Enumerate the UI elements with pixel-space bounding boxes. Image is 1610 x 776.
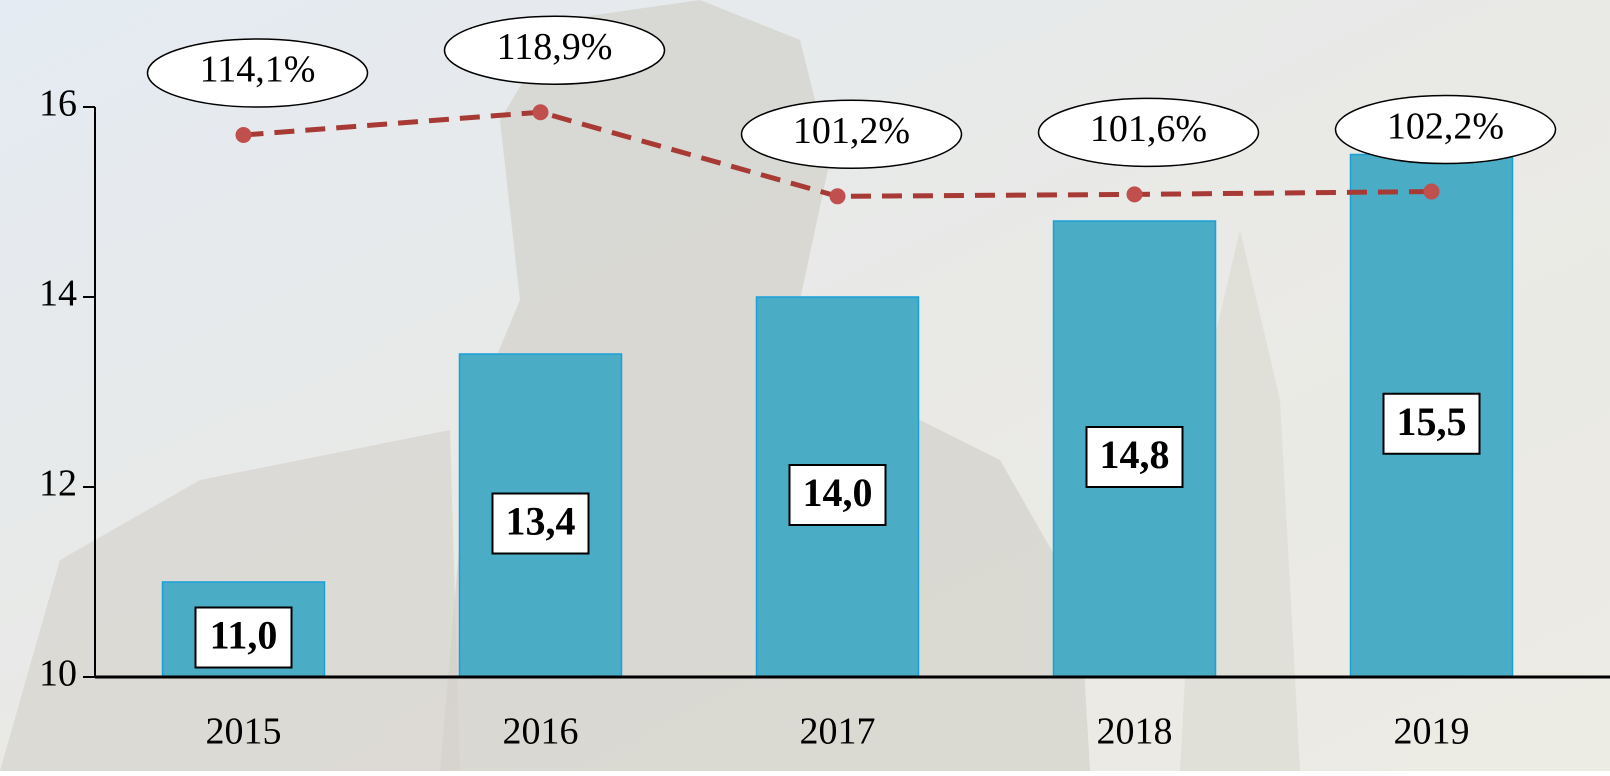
line-point xyxy=(829,188,846,205)
y-tick-label: 16 xyxy=(39,83,77,125)
line-label-bubble xyxy=(443,15,666,85)
line-label-bubble xyxy=(1037,97,1260,168)
bar-label: 13,4 xyxy=(506,499,576,544)
line-point xyxy=(1126,186,1143,203)
x-tick-label: 2015 xyxy=(206,711,282,753)
x-tick-label: 2019 xyxy=(1394,711,1470,753)
line-label-bubble xyxy=(146,38,369,108)
bar-label: 11,0 xyxy=(210,613,278,658)
bar-label-box xyxy=(1085,426,1184,488)
line-label: 114,1% xyxy=(200,49,316,91)
line-label-bubble xyxy=(1334,94,1557,165)
line-label: 101,2% xyxy=(793,110,910,152)
y-tick-label: 10 xyxy=(39,653,77,695)
bar-label: 15,5 xyxy=(1397,399,1467,444)
x-tick-label: 2017 xyxy=(800,711,876,753)
bar-label-box xyxy=(1382,392,1481,455)
bar-label-box xyxy=(194,606,293,669)
bar-label-box xyxy=(788,464,887,526)
line-label: 102,2% xyxy=(1387,105,1504,147)
x-tick-label: 2016 xyxy=(503,711,579,753)
line-point xyxy=(1423,183,1440,200)
line-label: 101,6% xyxy=(1090,108,1207,150)
line-label: 118,9% xyxy=(497,26,613,68)
y-tick-label: 12 xyxy=(39,463,77,505)
bar-label: 14,8 xyxy=(1100,432,1170,477)
line-point xyxy=(235,127,252,144)
x-tick-label: 2018 xyxy=(1097,711,1173,753)
line-point xyxy=(532,104,549,121)
bar-label-box xyxy=(491,492,590,555)
bar-label: 14,0 xyxy=(803,470,873,515)
y-tick-label: 14 xyxy=(39,273,77,315)
line-label-bubble xyxy=(740,99,963,170)
